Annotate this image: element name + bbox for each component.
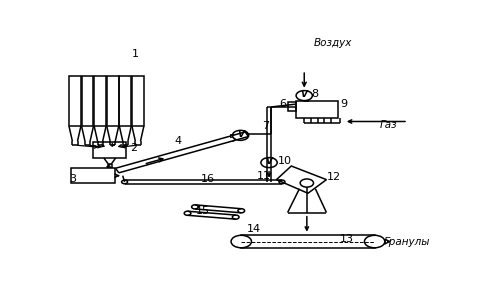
Text: 1: 1: [132, 49, 139, 59]
Text: 7: 7: [261, 121, 269, 131]
Text: 14: 14: [247, 224, 261, 234]
Bar: [94, 76, 106, 126]
Text: Воздух: Воздух: [314, 38, 352, 48]
Circle shape: [184, 211, 191, 215]
Bar: [107, 76, 119, 126]
Text: 16: 16: [200, 174, 215, 184]
Text: 12: 12: [326, 172, 341, 182]
Bar: [82, 76, 94, 126]
Circle shape: [231, 235, 251, 248]
Bar: [93, 142, 126, 158]
Bar: [132, 76, 144, 126]
Bar: [241, 235, 375, 248]
Text: 4: 4: [174, 136, 182, 146]
Circle shape: [364, 235, 385, 248]
Circle shape: [238, 209, 245, 213]
Text: 9: 9: [340, 99, 348, 109]
Circle shape: [300, 179, 314, 187]
Text: 3: 3: [69, 173, 76, 183]
Text: 2: 2: [130, 143, 137, 153]
Text: V: V: [266, 158, 272, 166]
Text: V: V: [237, 130, 244, 139]
Text: V: V: [301, 90, 308, 99]
Text: Газ: Газ: [380, 120, 398, 130]
Bar: [71, 168, 115, 183]
Text: 6: 6: [280, 99, 286, 109]
Bar: [288, 102, 296, 112]
Text: Гранулы: Гранулы: [384, 237, 430, 247]
Circle shape: [279, 180, 285, 184]
Text: 11: 11: [257, 171, 271, 181]
Bar: [120, 76, 131, 126]
Circle shape: [232, 215, 239, 219]
Bar: [296, 101, 338, 118]
Text: 8: 8: [312, 88, 319, 99]
Bar: [69, 76, 81, 126]
Text: 13: 13: [339, 234, 353, 244]
Circle shape: [296, 91, 313, 101]
Circle shape: [121, 180, 128, 184]
Text: 15: 15: [196, 206, 210, 217]
Text: 10: 10: [278, 156, 293, 166]
Circle shape: [192, 205, 198, 209]
Circle shape: [261, 158, 277, 168]
Circle shape: [232, 130, 249, 140]
Text: 5: 5: [228, 134, 235, 144]
